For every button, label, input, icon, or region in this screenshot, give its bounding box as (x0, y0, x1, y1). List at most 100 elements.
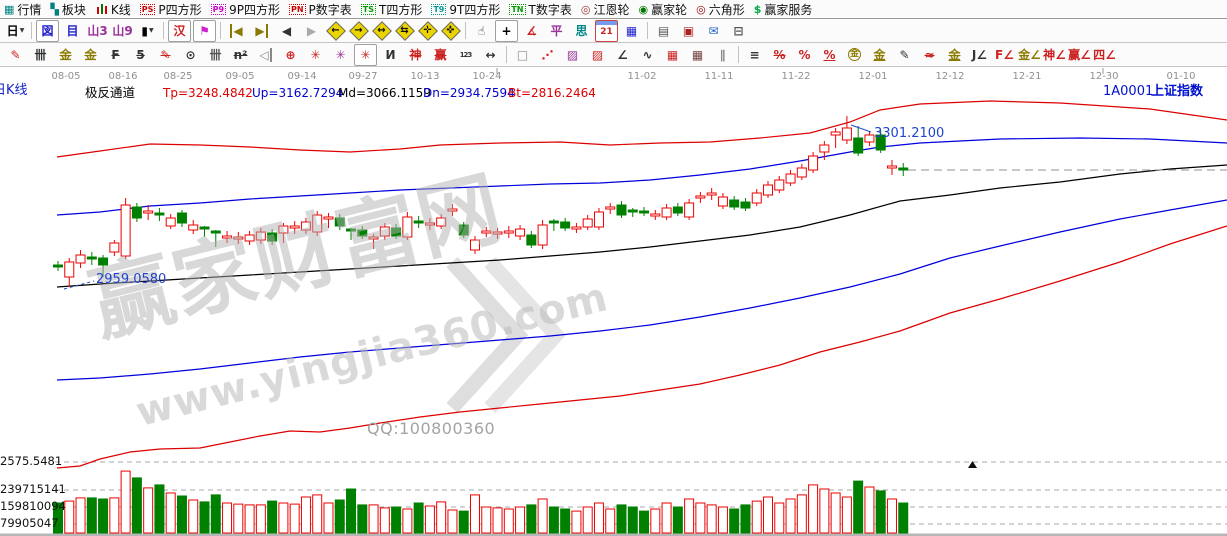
tool-gold-circle[interactable]: 金 (843, 44, 866, 66)
tool-ying-angle[interactable]: 赢∠ (1068, 44, 1091, 66)
tool-zigzag-wave[interactable]: ∿ (636, 44, 659, 66)
tool-pen-ruler[interactable]: ✎ (154, 44, 177, 66)
tool-calendar[interactable]: 21 (595, 19, 618, 42)
tool-shen-grid[interactable]: 神 (404, 44, 427, 66)
tool-n2-grid[interactable]: n² (229, 44, 252, 66)
tool-scale-ruler[interactable]: ≡ (743, 44, 766, 66)
tool-prev-bar[interactable]: ◀ (275, 20, 298, 42)
indicator-name[interactable]: 极反通道 (85, 85, 136, 100)
tool-parallel-lines[interactable]: ∥ (711, 44, 734, 66)
symbol-code[interactable]: 1A0001 (1103, 84, 1154, 99)
symbol-name[interactable]: 上证指数 (1151, 84, 1204, 99)
tool-bars-9[interactable]: 山9 (111, 20, 134, 42)
menu-item-p-number[interactable]: PN P数字表 (287, 0, 359, 18)
tool-grid-dark[interactable]: ▦ (686, 44, 709, 66)
tool-draw-pen[interactable]: ✎ (4, 44, 27, 66)
tool-time-cycle[interactable]: ⊙ (179, 44, 202, 66)
n2-grid-icon: n² (233, 47, 248, 62)
tool-crosshair[interactable]: + (495, 19, 518, 42)
menu-item-t-square[interactable]: TS T四方形 (359, 0, 430, 18)
tool-gold-under[interactable]: 金 (868, 44, 891, 66)
menu-item-label: P四方形 (158, 2, 202, 17)
tool-star-purple[interactable]: ✳ (329, 44, 352, 66)
tool-star-red[interactable]: ✳ (304, 44, 327, 66)
tool-move-right[interactable]: → (348, 20, 369, 41)
tool-angle-lines[interactable]: ∠ (611, 44, 634, 66)
tool-pattern-window[interactable]: 図 (36, 19, 59, 42)
tool-shen-angle[interactable]: 神∠ (1043, 44, 1066, 66)
tool-plain-grid[interactable]: 卌 (204, 44, 227, 66)
tool-pct-under[interactable]: % (818, 44, 841, 66)
menu-item-9t-square[interactable]: T9 9T四方形 (429, 0, 507, 18)
tool-detail-list[interactable]: 目 (61, 20, 84, 42)
date-label: 12-01 (858, 71, 887, 82)
tool-fan-box-purple[interactable]: ▨ (561, 44, 584, 66)
tool-j-angle[interactable]: J∠ (968, 44, 991, 66)
tool-pct[interactable]: % (793, 44, 816, 66)
calculator-icon: ▦ (625, 23, 638, 38)
tool-fan-box-red[interactable]: ▨ (586, 44, 609, 66)
tool-move-left[interactable]: ← (325, 20, 346, 41)
tool-width-measure[interactable]: ↔ (479, 44, 502, 66)
tool-last-page[interactable]: ▶ (250, 20, 273, 42)
volume-bar (548, 506, 559, 534)
tool-print[interactable]: ⊟ (727, 20, 750, 42)
menu-item-winner-wheel[interactable]: ◉ 赢家轮 (636, 0, 694, 18)
menu-item-quotes[interactable]: ▦ 行情 (2, 0, 48, 18)
tool-gold-strike-under[interactable]: 金 (943, 44, 966, 66)
tool-flag-pattern[interactable]: ⚑ (193, 19, 216, 42)
tool-send-mail[interactable]: ✉ (702, 20, 725, 42)
menu-item-kline[interactable]: K线 (93, 0, 138, 18)
tool-grid-red[interactable]: ▦ (661, 44, 684, 66)
tool-measure-flag[interactable]: ◁ (254, 44, 277, 66)
tool-bars-3[interactable]: 山3 (86, 20, 109, 42)
tool-fit-all[interactable]: ✛ (417, 20, 438, 41)
tool-select-rect[interactable]: □ (511, 44, 534, 66)
detail-list-icon: 目 (66, 24, 79, 38)
menu-item-t-number[interactable]: TN T数字表 (507, 0, 579, 18)
tool-gold-grid-b[interactable]: 金 (79, 44, 102, 66)
tool-save[interactable]: ▣ (677, 20, 700, 42)
tool-pct-strike[interactable]: % (768, 44, 791, 66)
p-square-icon: PS (139, 3, 156, 15)
menu-item-hexagon[interactable]: ◎ 六角形 (694, 0, 752, 18)
tool-calculator[interactable]: ▦ (620, 20, 643, 42)
spiral-5-icon: 5 (136, 47, 145, 62)
tool-han-pattern[interactable]: 汉 (168, 19, 191, 42)
tool-gann-grid[interactable]: 卌 (29, 44, 52, 66)
tool-i-mark[interactable]: И (379, 44, 402, 66)
menu-item-winner-service[interactable]: $ 赢家服务 (752, 0, 820, 18)
tool-f-grid[interactable]: F (104, 44, 127, 66)
tool-diary[interactable]: ▤ (652, 20, 675, 42)
menu-item-9p-square[interactable]: P9 9P四方形 (209, 0, 287, 18)
tool-zoom-in-h[interactable]: ⇆ (394, 20, 415, 41)
tool-angle-measure[interactable]: ∡ (520, 20, 543, 42)
tool-candle-pen[interactable]: ✎ (893, 44, 916, 66)
menu-item-gann-wheel[interactable]: ◎ 江恩轮 (579, 0, 637, 18)
tool-drag-hand[interactable]: ☝ (470, 20, 493, 42)
tool-si-angle[interactable]: 四∠ (1093, 44, 1116, 66)
tool-expand-all[interactable]: ✜ (440, 20, 461, 41)
menu-item-p-square[interactable]: PS P四方形 (138, 0, 209, 18)
channel-line-bottom (56, 225, 1227, 469)
tool-gann-fan[interactable]: ⋰ (536, 44, 559, 66)
tool-target-circle[interactable]: ⊕ (279, 44, 302, 66)
tool-f-angle[interactable]: F∠ (993, 44, 1016, 66)
tool-spiral-5[interactable]: 5 (129, 44, 152, 66)
menu-item-sectors[interactable]: ▚ 板块 (48, 0, 92, 18)
tool-ying-grid[interactable]: 赢 (429, 44, 452, 66)
tool-candle-type[interactable]: ▮ ▼ (136, 20, 159, 42)
measure-flag-icon: ◁ (259, 47, 272, 62)
tool-gold-angle[interactable]: 金∠ (1018, 44, 1041, 66)
tool-star-boxed[interactable]: ✳ (354, 43, 377, 66)
tool-first-page[interactable]: ◀ (225, 20, 248, 42)
tool-zoom-out-h[interactable]: ↔ (371, 20, 392, 41)
tool-next-bar[interactable]: ▶ (300, 20, 323, 42)
tool-ruler-123[interactable]: 123 (454, 44, 477, 66)
tool-gold-grid-a[interactable]: 金 (54, 44, 77, 66)
tool-period-day[interactable]: 日 ▼ (4, 20, 27, 42)
tool-mind-tool[interactable]: 思 (570, 20, 593, 42)
tool-ping-grid[interactable]: 平 (545, 20, 568, 42)
tool-wave-strike[interactable]: ≈ (918, 44, 941, 66)
